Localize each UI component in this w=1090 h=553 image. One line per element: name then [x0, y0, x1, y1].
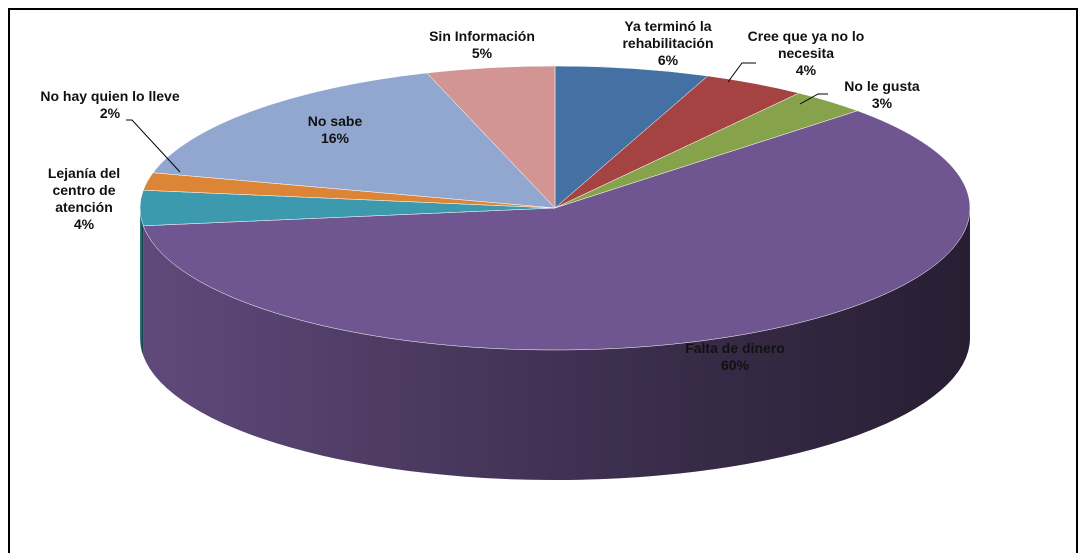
- leader-line: [727, 62, 756, 83]
- slice-name: Falta de dinero: [685, 340, 785, 356]
- slice-value: 4%: [73, 216, 95, 232]
- slice-value: 5%: [471, 45, 493, 61]
- slice-name: No hay quien lo lleve: [40, 88, 180, 104]
- leader-line: [799, 93, 828, 105]
- slice-label: Cree que ya no lo necesita 4%: [744, 28, 868, 79]
- slice-value: 4%: [795, 62, 817, 78]
- leader-line: [126, 119, 181, 173]
- pie-slice: [554, 65, 709, 209]
- slice-value: 3%: [871, 95, 893, 111]
- slice-name: Lejanía del centro de atención: [47, 165, 121, 215]
- slice-label: No le gusta 3%: [832, 78, 932, 112]
- pie-slice: [142, 110, 971, 351]
- slice-side-shade: [143, 208, 970, 481]
- slice-name: No sabe: [307, 113, 363, 129]
- chart-frame: [8, 8, 1078, 553]
- slice-name: Ya terminó la rehabilitación: [622, 18, 714, 51]
- slice-value: 6%: [657, 52, 679, 68]
- slice-name: Cree que ya no lo necesita: [747, 28, 865, 61]
- slice-value: 16%: [320, 130, 350, 146]
- pie-slice: [426, 65, 556, 209]
- slice-value: 60%: [720, 357, 750, 373]
- slice-label: Falta de dinero 60%: [655, 340, 815, 374]
- slice-label: No hay quien lo lleve 2%: [10, 88, 210, 122]
- slice-side-shade: [140, 208, 144, 356]
- slice-label: Lejanía del centro de atención 4%: [38, 165, 130, 233]
- slice-name: Sin Información: [429, 28, 535, 44]
- slice-name: No le gusta: [844, 78, 920, 94]
- slice-value: 2%: [99, 105, 121, 121]
- slice-label: No sabe 16%: [285, 113, 385, 147]
- pie-slice: [152, 72, 556, 209]
- slice-label: Ya terminó la rehabilitación 6%: [609, 18, 727, 69]
- slice-label: Sin Información 5%: [402, 28, 562, 62]
